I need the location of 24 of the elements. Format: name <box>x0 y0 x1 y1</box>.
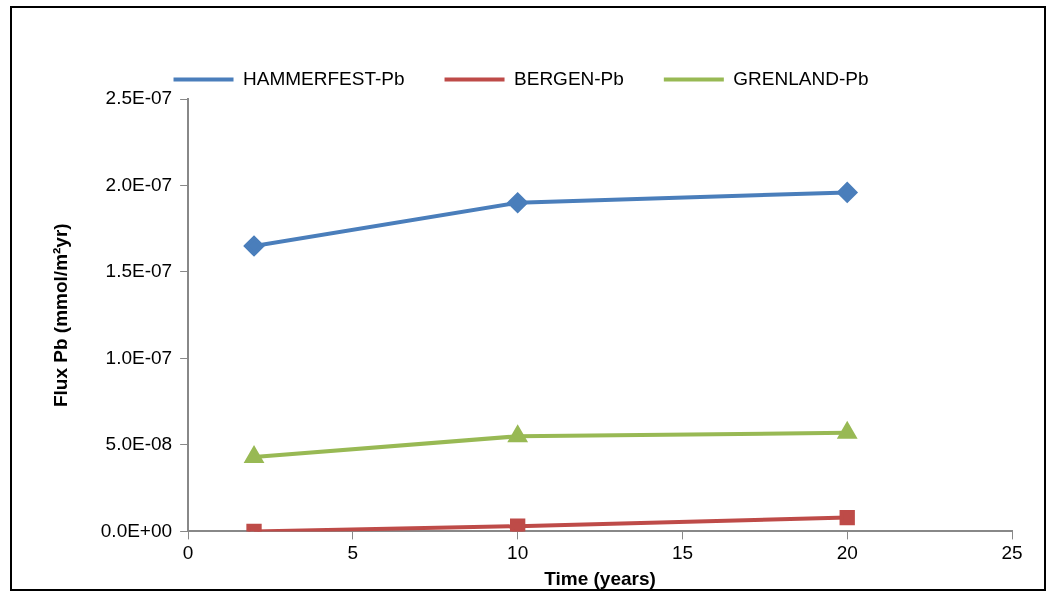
x-tick-label: 20 <box>836 542 858 564</box>
y-tick-label: 1.0E-07 <box>105 346 173 368</box>
legend-label: GRENLAND-Pb <box>733 67 869 89</box>
point <box>837 420 858 439</box>
point <box>508 426 527 443</box>
point <box>837 182 858 203</box>
y-tick-label: 2.5E-07 <box>105 87 173 109</box>
y-axis-title: Flux Pb (mmol/m²yr) <box>49 223 71 408</box>
point <box>244 236 265 257</box>
y-tick-label: 2.0E-07 <box>105 173 173 195</box>
point <box>245 447 263 464</box>
x-tick-label: 10 <box>507 542 529 564</box>
legend-label: HAMMERFEST-Pb <box>243 67 405 89</box>
legend-label: BERGEN-Pb <box>514 67 624 89</box>
x-tick-label: 25 <box>1001 542 1023 564</box>
y-tick-label: 5.0E-08 <box>105 433 173 455</box>
y-tick-label: 0.0E+00 <box>100 519 173 541</box>
x-tick-label: 15 <box>671 542 694 564</box>
x-tick-label: 5 <box>347 542 359 564</box>
y-tick-label: 1.5E-07 <box>105 260 173 282</box>
x-tick-label: 0 <box>182 542 194 564</box>
point <box>510 518 526 532</box>
x-axis-title: Time (years) <box>544 567 656 589</box>
point <box>507 192 528 213</box>
